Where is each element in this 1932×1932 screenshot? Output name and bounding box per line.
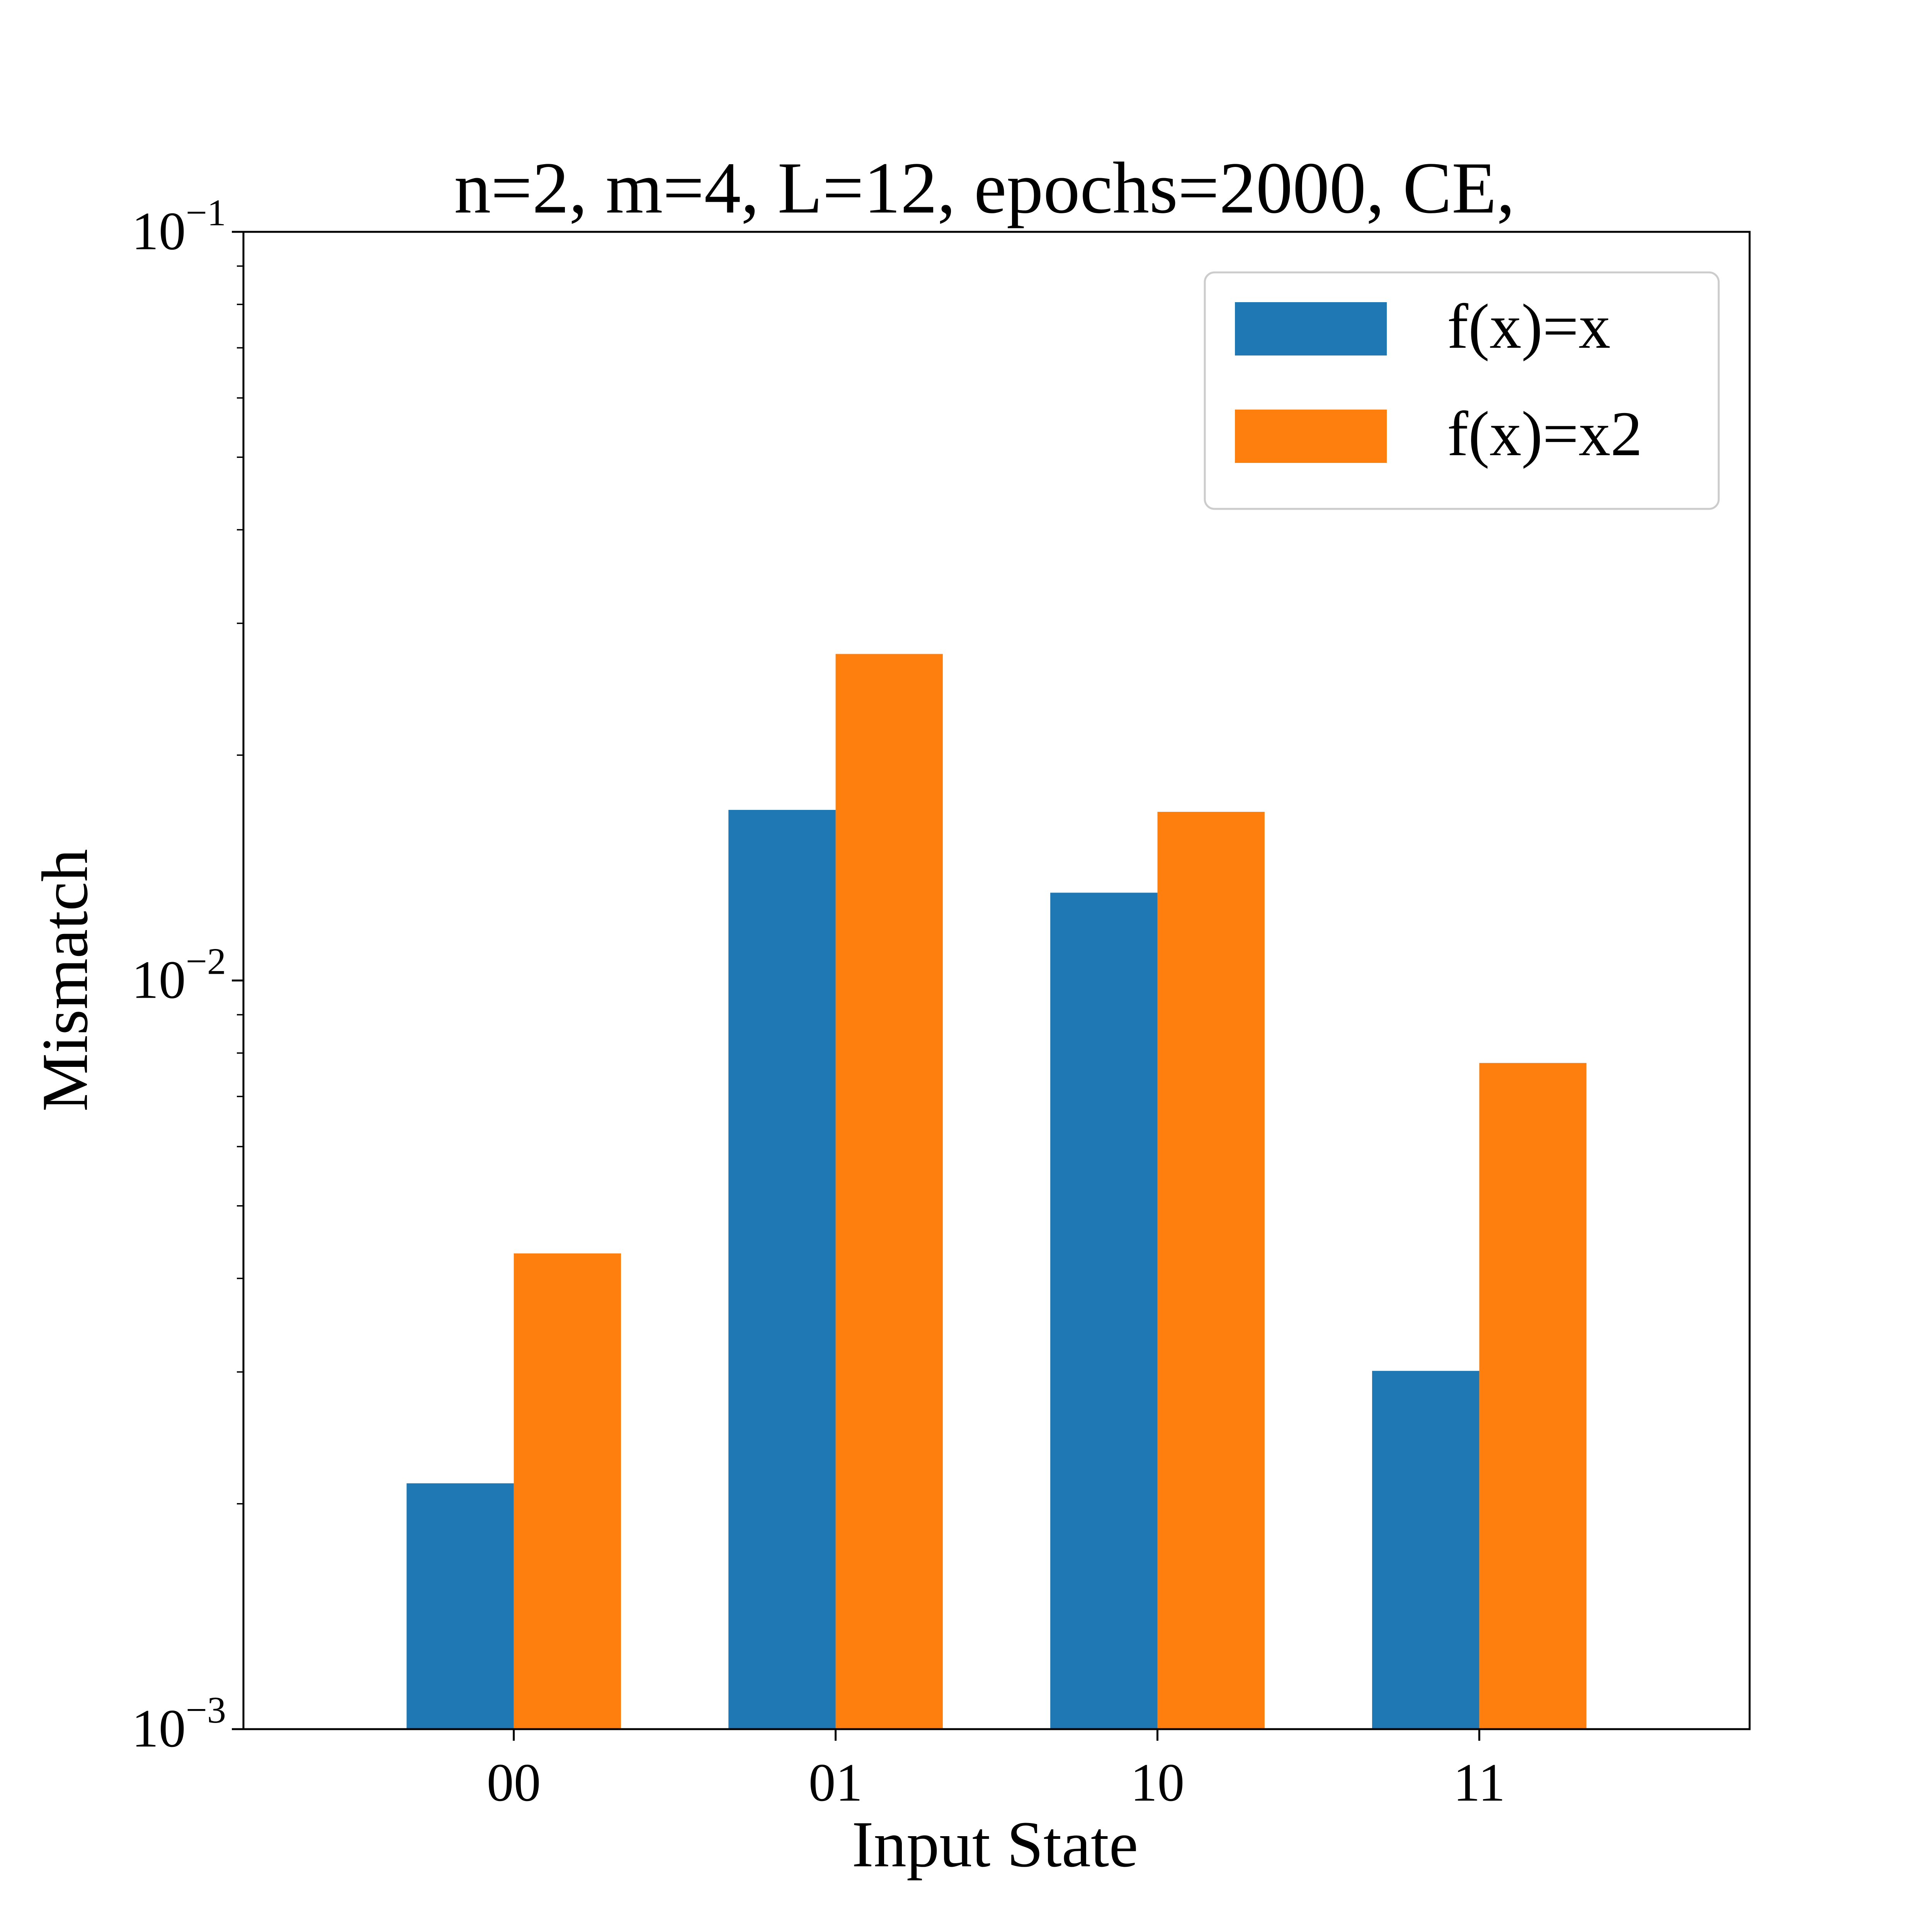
axes-group: 00 01 10 11 10−3 10−2 10−1 xyxy=(132,192,1505,1813)
bar-series1-11 xyxy=(1372,1371,1480,1729)
x-tick-label: 11 xyxy=(1453,1753,1505,1813)
x-tick-label: 00 xyxy=(487,1753,541,1813)
y-tick-label: 10−2 xyxy=(132,941,226,1010)
y-axis-label: Mismatch xyxy=(29,849,101,1112)
bar-series2-01 xyxy=(835,654,943,1729)
bar-series1-00 xyxy=(406,1483,514,1729)
chart-title: n=2, m=4, L=12, epochs=2000, CE, xyxy=(454,148,1515,229)
plot-frame xyxy=(242,231,1751,1730)
bar-series1-01 xyxy=(728,810,836,1729)
x-axis-label: Input State xyxy=(852,1808,1138,1881)
x-tick-label: 01 xyxy=(809,1753,863,1813)
x-tick-label: 10 xyxy=(1130,1753,1184,1813)
bar-series2-10 xyxy=(1157,811,1265,1729)
bar-series2-11 xyxy=(1479,1063,1587,1729)
bars-group xyxy=(406,654,1587,1729)
legend-label-series1: f(x)=x xyxy=(1447,291,1611,362)
legend-label-series2: f(x)=x2 xyxy=(1447,398,1642,469)
y-tick-label: 10−3 xyxy=(132,1689,226,1759)
legend: f(x)=x f(x)=x2 xyxy=(1204,271,1720,510)
y-tick-label: 10−1 xyxy=(132,192,226,261)
bar-series1-10 xyxy=(1050,893,1158,1729)
bar-series2-00 xyxy=(514,1253,621,1729)
legend-swatch-series2 xyxy=(1235,410,1387,463)
legend-swatch-series1 xyxy=(1235,302,1387,355)
